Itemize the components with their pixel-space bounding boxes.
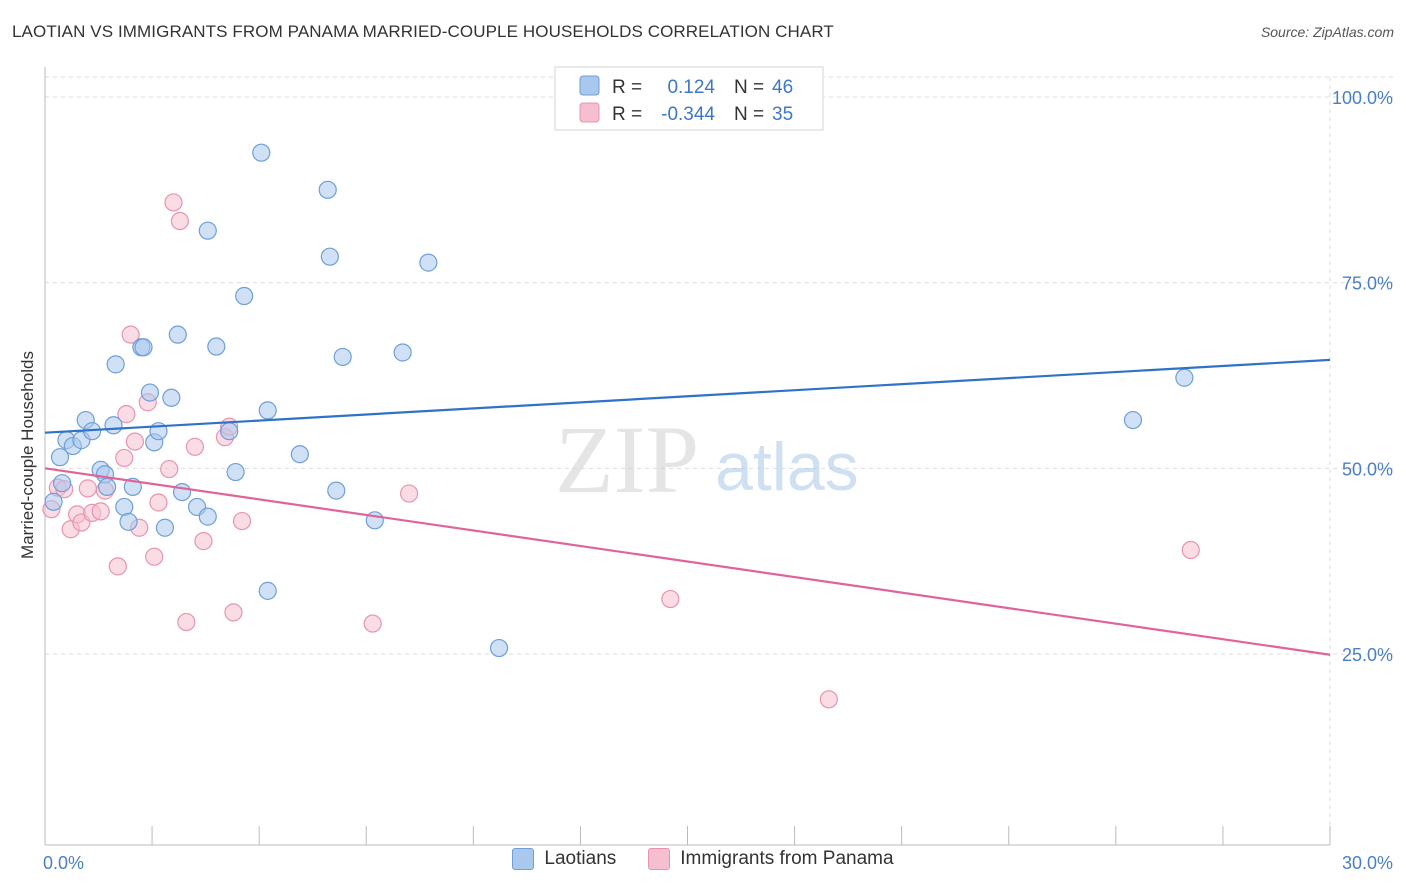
- legend-r-label-1: R =: [612, 77, 642, 98]
- y-axis-label: Married-couple Households: [18, 351, 37, 559]
- laotian-point-27: [198, 221, 217, 240]
- legend-n-value-1: 46: [772, 77, 793, 98]
- panama-point-32: [819, 690, 838, 709]
- laotian-point-36: [318, 180, 337, 199]
- legend-n-value-2: 35: [772, 104, 793, 125]
- laotian-point-37: [320, 247, 339, 266]
- watermark-atlas: atlas: [715, 429, 859, 505]
- laotian-point-10: [98, 477, 117, 496]
- panama-point-19: [160, 459, 179, 479]
- legend-n-label-1: N =: [734, 77, 764, 98]
- stats-legend: R = 0.124 N = 46 R = -0.344 N = 35: [554, 66, 824, 131]
- panama-point-29: [363, 614, 382, 633]
- laotian-point-17: [134, 338, 153, 357]
- laotian-point-39: [333, 347, 352, 367]
- panama-point-13: [121, 325, 140, 344]
- y-tick-label-2: 50.0%: [1342, 459, 1393, 479]
- legend-item-panama[interactable]: Immigrants from Panama: [648, 848, 894, 870]
- laotian-point-41: [393, 343, 412, 362]
- panama-point-27: [224, 603, 243, 622]
- legend-n-label-2: N =: [734, 104, 764, 125]
- trend-line-laotians: [44, 358, 1331, 434]
- laotian-point-35: [290, 445, 309, 464]
- legend-swatch-blue: [579, 75, 600, 96]
- chart-title: LAOTIAN VS IMMIGRANTS FROM PANAMA MARRIE…: [12, 22, 834, 41]
- tick-labels: 100.0% 75.0% 50.0% 25.0% 0.0% 30.0%: [43, 88, 1393, 873]
- laotian-point-32: [252, 143, 271, 162]
- y-tick-label-0: 100.0%: [1332, 88, 1393, 108]
- bottom-legend: Laotians Immigrants from Panama: [0, 848, 1406, 870]
- laotian-point-43: [489, 638, 509, 658]
- panama-point-24: [194, 532, 213, 551]
- laotian-point-38: [327, 481, 346, 500]
- legend-r-value-1: 0.124: [667, 77, 715, 98]
- panama-point-12: [117, 405, 136, 424]
- x-tick-label-0: 0.0%: [43, 853, 84, 873]
- laotian-point-23: [168, 325, 187, 344]
- laotian-point-29: [220, 422, 239, 441]
- legend-swatch-pink: [579, 102, 600, 123]
- legend-r-label-2: R =: [612, 104, 642, 125]
- legend-swatch-panama: [648, 848, 671, 870]
- panama-point-8: [91, 502, 110, 521]
- legend-label-panama: Immigrants from Panama: [680, 848, 894, 869]
- laotian-point-26: [198, 507, 217, 526]
- panama-point-33: [1181, 540, 1200, 560]
- laotian-point-31: [235, 286, 254, 306]
- laotian-point-14: [119, 512, 138, 531]
- panama-point-31: [661, 589, 680, 609]
- legend-item-laotians[interactable]: Laotians: [512, 848, 616, 870]
- laotian-point-11: [104, 416, 123, 435]
- legend-label-laotians: Laotians: [544, 848, 617, 869]
- legend-swatch-laotians: [512, 848, 535, 870]
- panama-point-22: [177, 612, 196, 632]
- laotian-point-34: [258, 581, 277, 600]
- trend-lines: [44, 358, 1331, 656]
- laotian-point-2: [50, 448, 70, 467]
- laotian-point-28: [207, 337, 226, 356]
- laotian-point-0: [44, 492, 63, 511]
- legend-r-value-2: -0.344: [661, 104, 715, 125]
- laotian-point-33: [258, 401, 277, 420]
- panama-point-21: [170, 211, 190, 231]
- laotian-point-12: [106, 355, 125, 374]
- laotian-point-24: [172, 482, 192, 502]
- panama-point-14: [125, 432, 145, 451]
- laotian-point-1: [53, 474, 72, 493]
- panama-point-10: [108, 557, 127, 576]
- panama-point-28: [232, 511, 252, 531]
- panama-point-30: [399, 484, 419, 503]
- x-tick-label-1: 30.0%: [1342, 853, 1393, 873]
- laotian-point-42: [419, 253, 438, 272]
- panama-point-17: [145, 547, 164, 566]
- laotian-point-18: [140, 383, 160, 402]
- laotian-point-21: [155, 518, 175, 537]
- panama-point-6: [78, 479, 97, 498]
- laotian-point-22: [162, 388, 181, 407]
- laotian-point-45: [1175, 368, 1194, 387]
- panama-point-23: [185, 437, 205, 456]
- source-label: Source: ZipAtlas.com: [1260, 24, 1394, 40]
- panama-point-18: [149, 493, 168, 512]
- y-tick-label-3: 25.0%: [1342, 645, 1393, 665]
- panama-point-20: [164, 193, 183, 212]
- laotian-point-30: [226, 462, 245, 482]
- axes: [44, 67, 1331, 846]
- laotian-point-44: [1123, 410, 1143, 430]
- watermark-zip: ZIP: [555, 406, 699, 513]
- panama-point-11: [115, 448, 134, 468]
- y-tick-label-1: 75.0%: [1342, 274, 1393, 294]
- trend-line-panama: [44, 467, 1331, 656]
